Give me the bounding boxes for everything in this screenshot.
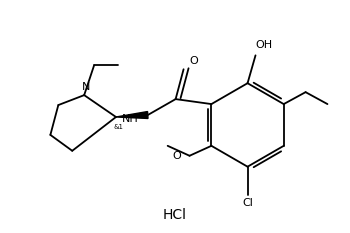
Text: &1: &1: [114, 124, 124, 130]
Text: O: O: [173, 151, 182, 161]
Text: Cl: Cl: [242, 199, 253, 209]
Text: HCl: HCl: [163, 208, 187, 223]
Text: NH: NH: [122, 114, 139, 124]
Text: OH: OH: [255, 41, 272, 50]
Text: O: O: [189, 56, 198, 66]
Polygon shape: [116, 112, 148, 119]
Text: N: N: [82, 82, 90, 92]
